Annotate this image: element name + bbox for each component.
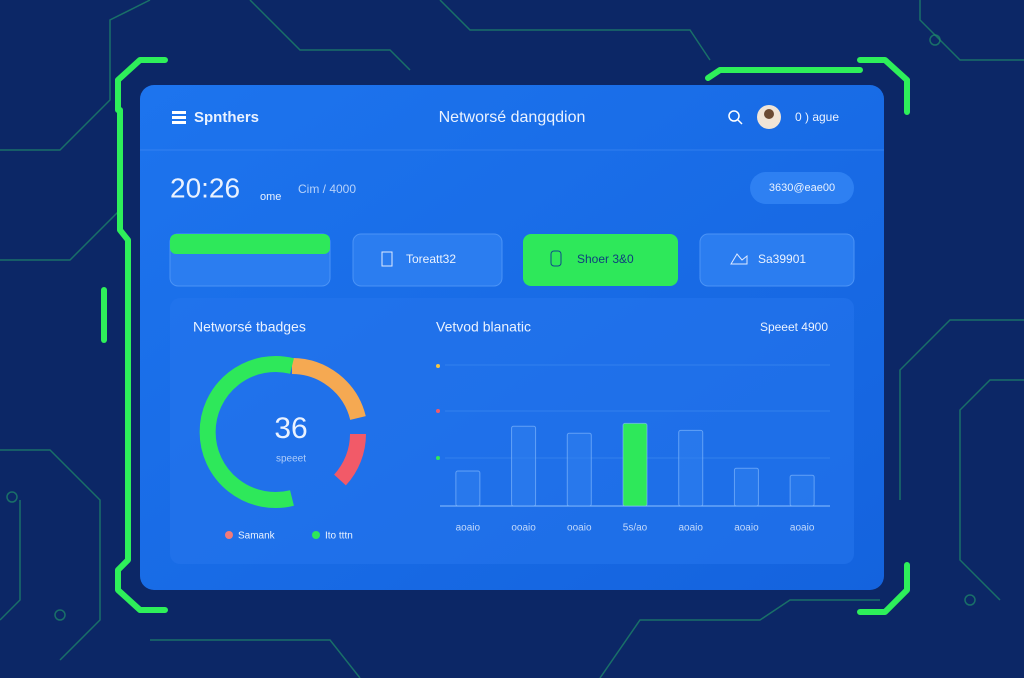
bar — [622, 422, 648, 507]
tab-label: Toreatt32 — [406, 252, 456, 266]
x-tick-label: ooaio — [567, 523, 592, 534]
gauge-title: Networsé tbadges — [193, 319, 306, 335]
page-title: Networsé dangqdion — [439, 109, 586, 126]
avatar-face — [764, 109, 774, 119]
x-tick-label: ooaio — [511, 523, 536, 534]
tab-active[interactable] — [523, 234, 678, 286]
bar — [733, 467, 759, 507]
legend-dot — [312, 531, 320, 539]
tab-progress — [170, 234, 330, 254]
bar — [455, 470, 481, 507]
legend-dot — [225, 531, 233, 539]
chart-subtitle: Speeet 4900 — [760, 320, 828, 334]
axis-dot — [436, 409, 440, 413]
bar — [566, 432, 592, 507]
tab-label: Shoer 3&0 — [577, 252, 634, 266]
gauge-value: 36 — [274, 412, 307, 445]
clock: 20:26 — [170, 172, 240, 203]
neon-frame — [101, 57, 910, 615]
menu-icon[interactable] — [172, 111, 186, 124]
x-tick-label: aoaio — [678, 523, 703, 534]
x-tick-label: aoaio — [790, 523, 815, 534]
bar — [678, 429, 704, 507]
axis-dot — [436, 456, 440, 460]
status-badge-text: 3630@eae00 — [769, 182, 835, 194]
x-tick-label: aoaio — [456, 523, 481, 534]
status-detail: Cim / 4000 — [298, 182, 356, 196]
legend-label: Samank — [238, 531, 276, 542]
user-name[interactable]: 0 ) ague — [795, 110, 839, 124]
tab[interactable] — [352, 233, 503, 287]
chart-title: Vetvod blanatic — [436, 319, 531, 335]
status-badge[interactable] — [750, 172, 854, 204]
gauge — [199, 356, 366, 508]
axis-dot — [436, 364, 440, 368]
search-icon[interactable] — [728, 110, 743, 125]
bar — [789, 474, 815, 507]
clock-unit: ome — [260, 191, 281, 203]
gauge-label: speeet — [276, 454, 306, 465]
bar — [511, 425, 537, 507]
tab-icon — [730, 253, 748, 265]
brand: Spnthers — [194, 109, 259, 126]
tab-icon — [550, 250, 562, 267]
legend-label: Ito tttn — [325, 531, 353, 542]
tab[interactable] — [699, 233, 855, 287]
x-tick-label: aoaio — [734, 523, 759, 534]
x-tick-label: 5s/ao — [623, 523, 648, 534]
tab-label: Sa39901 — [758, 252, 806, 266]
tab-icon — [381, 251, 393, 267]
